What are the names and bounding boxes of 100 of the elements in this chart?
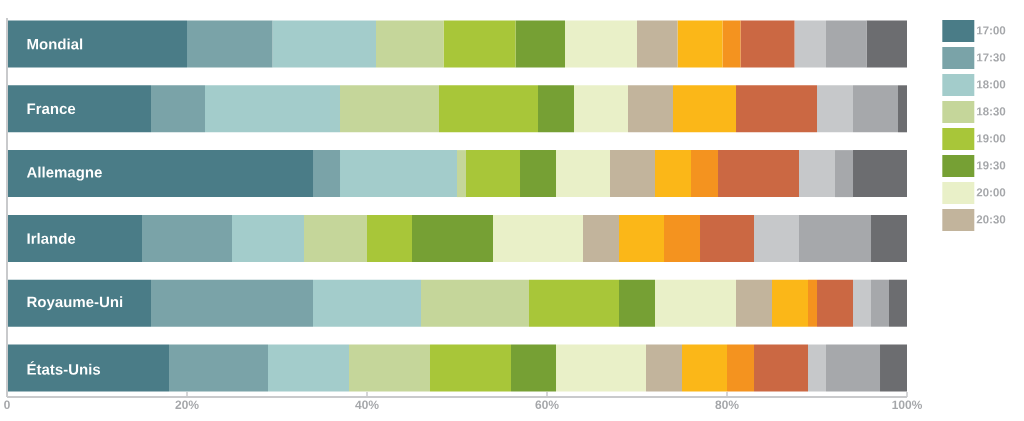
bar: [677, 20, 723, 68]
x-tick-label: 100%: [892, 400, 923, 410]
bar: [754, 344, 809, 392]
bar: [889, 279, 908, 327]
legend-label: 19:30: [977, 161, 1006, 170]
bar: [817, 85, 854, 133]
bar: [538, 85, 575, 133]
y-tick-label: Royaume-Uni: [27, 296, 123, 311]
bar: [736, 85, 818, 133]
bar: [817, 279, 854, 327]
bar: [637, 20, 678, 68]
bar: [794, 20, 827, 68]
bar: [853, 150, 908, 198]
bar: [421, 279, 530, 327]
bar: [722, 20, 741, 68]
bar: [826, 20, 867, 68]
bar: [718, 150, 800, 198]
x-tick-label: 20%: [175, 400, 199, 410]
y-tick-label: États-Unis: [27, 361, 101, 375]
bar: [691, 150, 719, 198]
bar: [853, 85, 899, 133]
bar: [7, 214, 142, 262]
bar: [7, 150, 313, 198]
bar: [7, 20, 187, 68]
bar: [7, 279, 151, 327]
bar: [628, 85, 674, 133]
bar: [740, 20, 795, 68]
bar: [871, 279, 890, 327]
bar: [655, 279, 737, 327]
bar: [205, 85, 340, 133]
bar: [866, 20, 908, 68]
legend-label: 18:30: [977, 107, 1006, 116]
bar: [340, 150, 457, 198]
bar: [430, 344, 511, 392]
bar: [682, 344, 728, 392]
bar: [232, 214, 304, 262]
bar: [664, 214, 701, 262]
bar: [7, 344, 169, 392]
bar: [151, 279, 313, 327]
bar: [7, 85, 151, 133]
bar: [799, 214, 872, 262]
bar: [493, 214, 584, 262]
x-tick-label: 0: [4, 400, 10, 410]
bar: [556, 344, 647, 392]
bar: [151, 85, 205, 133]
bar: [313, 279, 421, 327]
y-tick-label: Mondial: [27, 38, 83, 50]
bar: [313, 150, 340, 198]
bar: [367, 214, 412, 262]
bar: [187, 20, 273, 68]
bar: [880, 344, 908, 392]
bar: [565, 20, 638, 68]
bar: [871, 214, 908, 262]
y-tick-label: Allemagne: [26, 166, 102, 181]
bar: [443, 20, 516, 68]
legend-label: 18:00: [977, 80, 1006, 89]
bar: [268, 344, 349, 392]
bar: [619, 214, 665, 262]
bar: [727, 344, 755, 392]
bar: [583, 214, 620, 262]
bar: [529, 279, 620, 327]
bar: [673, 85, 737, 133]
x-tick-label: 80%: [715, 400, 739, 410]
bar: [556, 150, 611, 198]
bar: [272, 20, 376, 68]
bar: [515, 20, 566, 68]
bar: [808, 344, 827, 392]
x-tick-label: 40%: [355, 400, 379, 410]
bar: [412, 214, 493, 262]
x-tick-label: 60%: [535, 400, 559, 410]
bar: [772, 279, 809, 327]
bar: [349, 344, 430, 392]
bar: [736, 279, 773, 327]
bar: [835, 150, 854, 198]
legend-label: 20:30: [976, 215, 1006, 224]
bar: [898, 85, 908, 133]
bar: [340, 85, 439, 133]
bar: [853, 279, 872, 327]
bar: [619, 279, 656, 327]
bar: [754, 214, 800, 262]
bar: [808, 279, 818, 327]
bar: [799, 150, 836, 198]
bar: [520, 150, 557, 198]
y-tick-label: Irlande: [27, 232, 76, 244]
bar: [610, 150, 656, 198]
y-tick-label: France: [27, 103, 76, 115]
bar: [304, 214, 367, 262]
legend-label: 20:00: [976, 188, 1006, 197]
bar: [457, 150, 466, 198]
bar: [511, 344, 557, 392]
legend-label: 19:00: [977, 134, 1006, 143]
bar: [826, 344, 881, 392]
bar: [169, 344, 268, 392]
bar: [439, 85, 539, 133]
bar: [142, 214, 232, 262]
legend-label: 17:00: [977, 26, 1006, 35]
bar: [646, 344, 683, 392]
bar: [376, 20, 444, 68]
legend-label: 17:30: [977, 53, 1006, 62]
bar: [700, 214, 755, 262]
